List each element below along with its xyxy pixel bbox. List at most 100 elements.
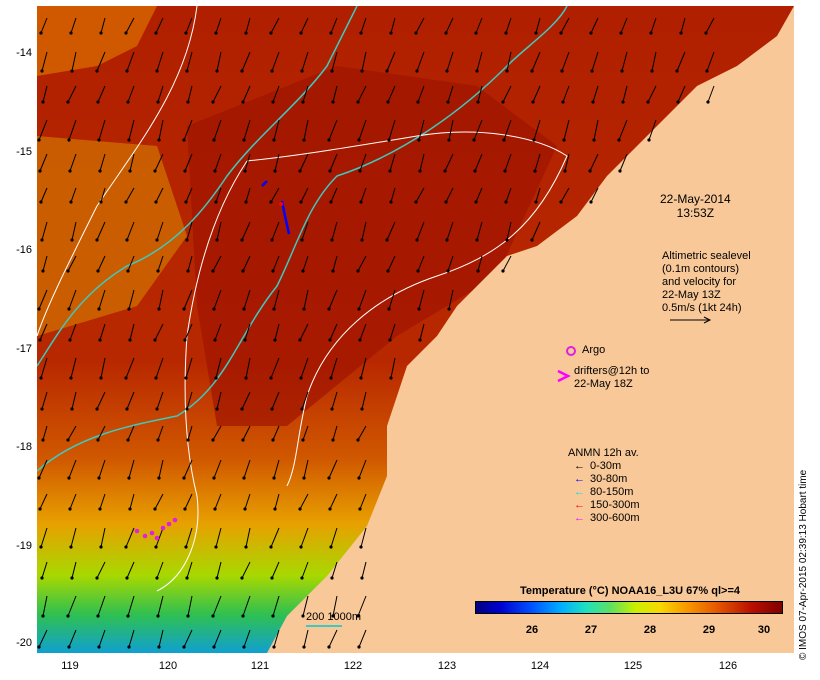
velocity-arrow-head: [37, 476, 41, 480]
velocity-arrow-head: [243, 507, 247, 511]
velocity-arrow-head: [213, 169, 217, 173]
velocity-arrow-head: [706, 100, 710, 104]
velocity-arrow: [245, 527, 251, 548]
velocity-arrow-head: [472, 138, 476, 142]
velocity-arrow: [244, 323, 251, 341]
anmn-legend-row: ← 300-600m: [574, 512, 640, 525]
velocity-arrow: [618, 119, 628, 141]
velocity-arrow: [71, 221, 77, 241]
velocity-arrow: [155, 357, 164, 379]
anmn-legend-label: 150-300m: [590, 499, 640, 511]
velocity-arrow-head: [156, 614, 160, 618]
velocity-arrow: [535, 187, 541, 203]
velocity-arrow: [100, 357, 106, 379]
velocity-arrow-head: [215, 69, 219, 73]
velocity-arrow-head: [69, 200, 73, 204]
velocity-arrow-head: [443, 169, 447, 173]
velocity-arrow: [125, 187, 135, 203]
drifter-point: [279, 202, 283, 206]
velocity-arrow: [563, 119, 570, 141]
velocity-arrow-head: [270, 69, 274, 73]
velocity-arrow-head: [331, 100, 335, 104]
velocity-arrow: [127, 595, 135, 617]
velocity-arrow: [126, 561, 135, 579]
velocity-arrow: [42, 595, 48, 617]
velocity-arrow-head: [157, 476, 161, 480]
velocity-arrow: [330, 527, 338, 548]
velocity-arrow: [158, 629, 164, 648]
isobath-line: [37, 6, 568, 472]
velocity-arrow: [386, 51, 396, 72]
velocity-arrow-head: [329, 545, 333, 549]
velocity-arrow-head: [589, 200, 593, 204]
arrow-left-icon: ←: [574, 499, 585, 511]
velocity-arrow-head: [186, 269, 190, 273]
velocity-arrow: [300, 17, 309, 34]
velocity-arrow: [38, 289, 48, 310]
velocity-arrow-head: [474, 31, 478, 35]
velocity-arrow: [475, 187, 483, 203]
anmn-legend-label: 30-80m: [590, 473, 628, 485]
velocity-arrow: [243, 289, 251, 310]
velocity-arrow-head: [125, 69, 129, 73]
velocity-arrow: [245, 187, 251, 203]
velocity-arrow: [183, 459, 193, 479]
velocity-arrow: [535, 17, 541, 34]
velocity-arrow-head: [41, 269, 45, 273]
arrow-left-icon: ←: [574, 473, 585, 485]
velocity-arrow-head: [67, 645, 71, 649]
velocity-arrow: [154, 493, 164, 510]
velocity-arrow: [272, 595, 280, 617]
velocity-arrow-head: [186, 100, 190, 104]
velocity-arrow-head: [39, 376, 43, 380]
velocity-arrow: [241, 51, 251, 72]
velocity-arrow-head: [96, 100, 100, 104]
sealevel-contour: [156, 160, 248, 592]
velocity-arrow-head: [331, 438, 335, 442]
velocity-arrow-head: [273, 338, 277, 342]
velocity-arrow-head: [621, 100, 625, 104]
velocity-arrow: [328, 459, 338, 479]
velocity-arrow: [416, 221, 425, 241]
velocity-arrow-head: [185, 238, 189, 242]
velocity-arrow-head: [127, 307, 131, 311]
velocity-arrow-head: [95, 238, 99, 242]
velocity-arrow-head: [532, 138, 536, 142]
velocity-arrow-head: [359, 376, 363, 380]
velocity-arrow: [96, 561, 106, 579]
velocity-arrow-head: [530, 69, 534, 73]
velocity-arrow: [242, 425, 251, 441]
velocity-arrow: [156, 391, 164, 410]
velocity-arrow: [358, 459, 367, 479]
credit-text: © IMOS 07-Apr-2015 02:39:13 Hobart time: [798, 469, 809, 660]
velocity-arrow: [593, 119, 599, 141]
velocity-arrow-head: [241, 269, 245, 273]
velocity-arrow-head: [184, 31, 188, 35]
velocity-arrow: [589, 153, 599, 172]
velocity-arrow-head: [501, 100, 505, 104]
velocity-arrow-head: [212, 307, 216, 311]
velocity-arrow: [532, 85, 541, 103]
velocity-arrow-head: [96, 438, 100, 442]
velocity-arrow: [184, 153, 193, 172]
velocity-arrow-head: [475, 238, 479, 242]
velocity-arrow-head: [68, 338, 72, 342]
velocity-arrow: [592, 85, 599, 103]
velocity-arrow: [270, 187, 280, 203]
velocity-arrow-head: [357, 307, 361, 311]
velocity-arrow-head: [124, 200, 128, 204]
argo-float: [149, 530, 155, 536]
velocity-arrow: [157, 425, 164, 441]
velocity-arrow-head: [153, 338, 157, 342]
colorbar-title: Temperature (°C) NOAA16_L3U 67% ql>=4: [520, 585, 740, 597]
velocity-arrow: [274, 493, 280, 510]
velocity-arrow-head: [360, 576, 364, 580]
velocity-arrow-head: [270, 407, 274, 411]
drifter-chevron-icon: [557, 369, 571, 383]
altimetry-line: (0.1m contours): [662, 263, 740, 275]
velocity-arrow-head: [40, 69, 44, 73]
velocity-arrow-head: [41, 438, 45, 442]
velocity-arrow-head: [331, 269, 335, 273]
velocity-arrow-head: [416, 100, 420, 104]
velocity-arrow-head: [590, 69, 594, 73]
